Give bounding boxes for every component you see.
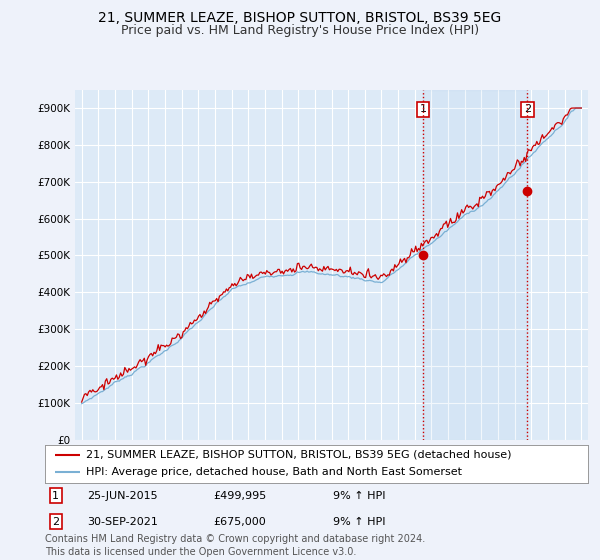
Text: HPI: Average price, detached house, Bath and North East Somerset: HPI: Average price, detached house, Bath…: [86, 468, 462, 478]
Text: Contains HM Land Registry data © Crown copyright and database right 2024.
This d: Contains HM Land Registry data © Crown c…: [45, 534, 425, 557]
Bar: [423, 90, 527, 440]
Text: 21, SUMMER LEAZE, BISHOP SUTTON, BRISTOL, BS39 5EG (detached house): 21, SUMMER LEAZE, BISHOP SUTTON, BRISTOL…: [86, 450, 511, 460]
Text: 25-JUN-2015: 25-JUN-2015: [87, 491, 158, 501]
Text: £499,995: £499,995: [213, 491, 266, 501]
Text: 1: 1: [52, 491, 59, 501]
Text: 21, SUMMER LEAZE, BISHOP SUTTON, BRISTOL, BS39 5EG: 21, SUMMER LEAZE, BISHOP SUTTON, BRISTOL…: [98, 11, 502, 25]
Text: 1: 1: [419, 104, 427, 114]
Text: 2: 2: [524, 104, 531, 114]
Text: Price paid vs. HM Land Registry's House Price Index (HPI): Price paid vs. HM Land Registry's House …: [121, 24, 479, 36]
Text: 2: 2: [52, 517, 59, 527]
Text: £675,000: £675,000: [213, 517, 266, 527]
Text: 9% ↑ HPI: 9% ↑ HPI: [333, 517, 386, 527]
Text: 9% ↑ HPI: 9% ↑ HPI: [333, 491, 386, 501]
Text: 30-SEP-2021: 30-SEP-2021: [87, 517, 158, 527]
